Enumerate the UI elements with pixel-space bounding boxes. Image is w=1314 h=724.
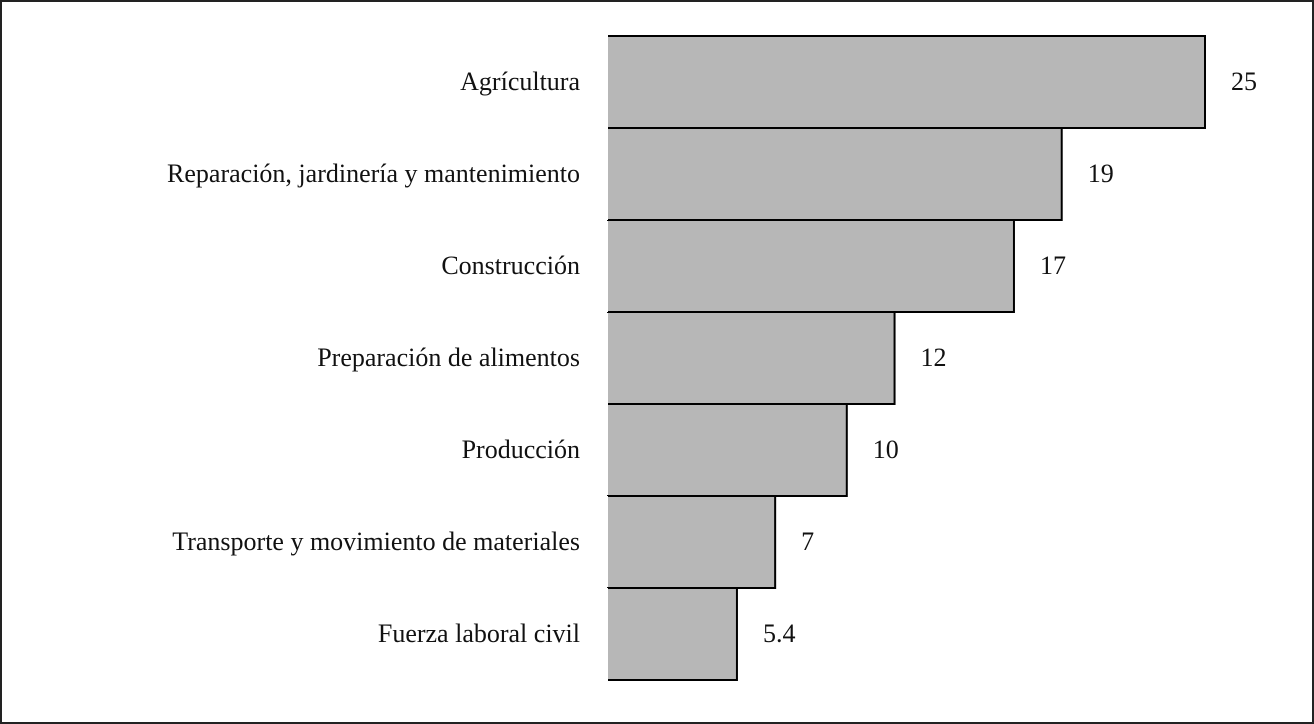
value-label: 7 <box>801 527 814 556</box>
category-label: Construcción <box>441 251 580 280</box>
bar <box>607 311 896 405</box>
bar <box>607 587 738 681</box>
category-label: Agrícultura <box>460 67 580 96</box>
bar <box>607 495 777 589</box>
value-label: 5.4 <box>763 619 796 648</box>
category-label: Producción <box>462 435 580 464</box>
category-label: Preparación de alimentos <box>317 343 580 372</box>
category-label: Transporte y movimiento de materiales <box>172 527 580 556</box>
value-label: 19 <box>1088 159 1114 188</box>
bar <box>607 35 1206 129</box>
category-label: Fuerza laboral civil <box>378 619 580 648</box>
value-label: 17 <box>1040 251 1066 280</box>
bar <box>607 219 1015 313</box>
bar <box>607 403 848 497</box>
value-label: 25 <box>1231 67 1257 96</box>
category-label: Reparación, jardinería y mantenimiento <box>167 159 580 188</box>
value-label: 10 <box>873 435 899 464</box>
value-label: 12 <box>921 343 947 372</box>
bar <box>607 127 1063 221</box>
